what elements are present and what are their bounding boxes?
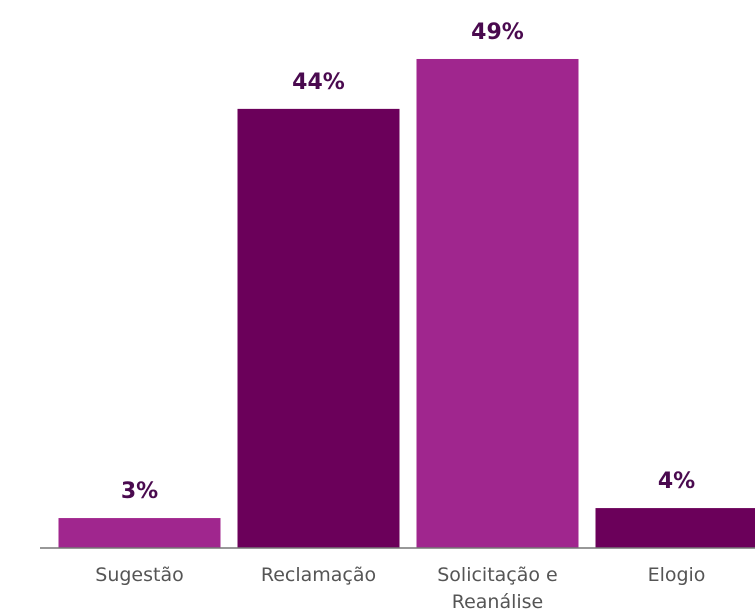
value-label: 44% — [292, 70, 345, 95]
value-label: 3% — [121, 479, 158, 504]
value-label: 4% — [658, 469, 695, 494]
bar — [416, 58, 579, 548]
x-tick-label: Sugestão — [95, 564, 184, 586]
value-label: 49% — [471, 20, 524, 45]
bar — [58, 518, 221, 548]
bar — [237, 108, 400, 548]
x-tick-label: Elogio — [647, 564, 706, 586]
x-tick-label: Reclamação — [260, 564, 377, 586]
x-tick-label: Solicitação e Reanálise — [437, 564, 558, 613]
bar — [595, 508, 755, 548]
